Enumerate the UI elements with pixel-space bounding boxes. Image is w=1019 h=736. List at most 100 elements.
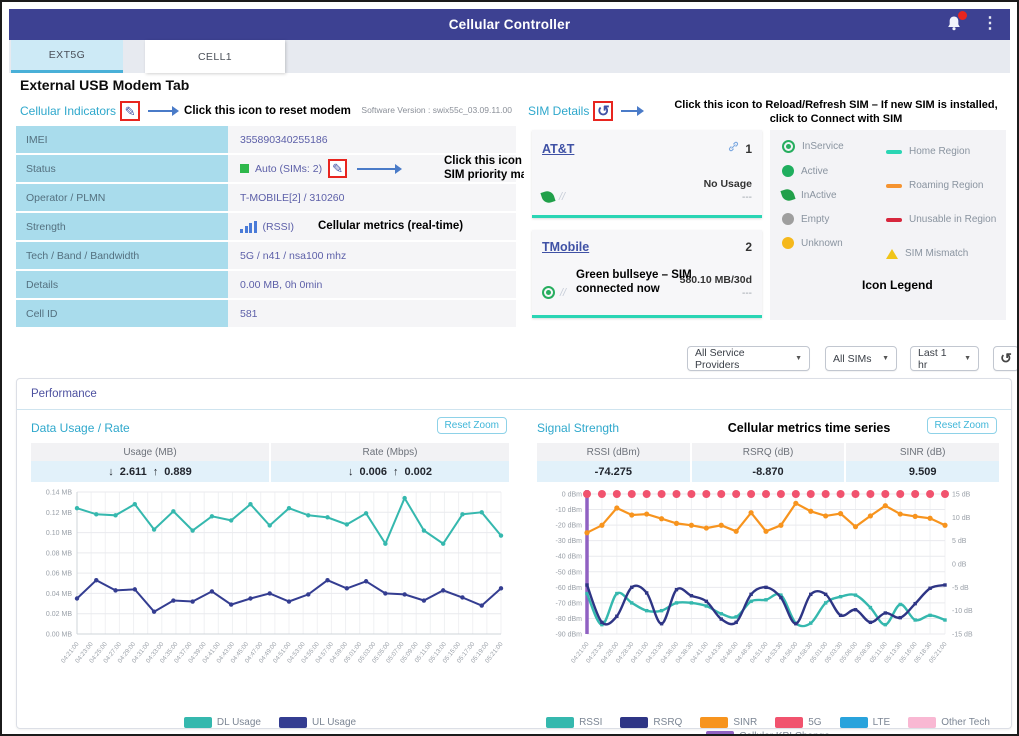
chart-legend-item: SINR [700, 717, 757, 728]
indicator-value: 0.00 MB, 0h 0min [228, 271, 516, 298]
filter-bar: All Service Providers▼All SIMs▼Last 1 hr… [2, 346, 1017, 372]
chart-legend-item: UL Usage [279, 717, 356, 728]
tab-ext5g[interactable]: EXT5G [11, 40, 123, 73]
legend-item: Unknown [782, 237, 844, 249]
dropdown-value: All Service Providers [695, 347, 789, 371]
icon-legend-region-column: Home RegionRoaming RegionUnusable in Reg… [886, 146, 996, 282]
signal-chart-svg[interactable]: 04:21:0004:23:3004:26:0004:28:3004:31:00… [537, 484, 999, 712]
svg-text:0.04 MB: 0.04 MB [46, 591, 72, 598]
rate-column-header: Rate (Mbps) [271, 443, 509, 461]
usage-chart[interactable]: 04:21:0004:23:0004:25:0004:27:0004:29:00… [31, 484, 509, 717]
indicator-value: 5G / n41 / nsa100 mhz [228, 242, 516, 269]
filter-dropdown-1[interactable]: All SIMs▼ [825, 346, 897, 371]
up-arrow-icon: ↑ [393, 466, 399, 478]
legend-label: DL Usage [217, 717, 261, 728]
legend-swatch [706, 731, 734, 736]
software-version-value: swix55c_03.09.11.00 [433, 105, 512, 115]
icon-legend: InService Active InActive Empty Unknown Home… [770, 130, 1006, 320]
sim-provider-link[interactable]: TMobile [542, 240, 589, 254]
svg-text:-5 dB: -5 dB [952, 585, 969, 592]
chevron-down-icon: ▼ [964, 355, 971, 362]
pencil-icon: ✎ [332, 162, 343, 175]
legend-label: Active [801, 166, 828, 177]
sim-usage-secondary: --- [704, 192, 752, 203]
legend-swatch [184, 717, 212, 728]
signal-chart[interactable]: 04:21:0004:23:3004:26:0004:28:3004:31:00… [537, 484, 999, 717]
legend-label: RSRQ [653, 717, 682, 728]
indicator-row: IMEI355890340255186 [16, 126, 516, 153]
legend-item: Roaming Region [886, 180, 996, 191]
usage-chart-svg[interactable]: 04:21:0004:23:0004:25:0004:27:0004:29:00… [31, 484, 509, 712]
rssi-column-header: RSSI (dBm) [537, 443, 692, 461]
filter-dropdown-0[interactable]: All Service Providers▼ [687, 346, 810, 371]
inactive-leaf-icon [780, 187, 795, 202]
svg-text:0.14 MB: 0.14 MB [46, 490, 72, 497]
refresh-charts-button[interactable]: ↺ [993, 346, 1019, 371]
indicator-row: Details0.00 MB, 0h 0min [16, 271, 516, 298]
sim-slot-number: 2 [745, 240, 752, 254]
software-version-label: Software Version : [361, 105, 430, 115]
svg-text:-80 dBm: -80 dBm [556, 616, 583, 623]
chart-legend-item: RSRQ [620, 717, 682, 728]
sim-priority-pencil-icon[interactable]: ✎ [328, 159, 347, 178]
rssi-value: -74.275 [537, 461, 692, 482]
usage-summary-table: Usage (MB) Rate (Mbps) ↓2.611 ↑0.889 ↓0.… [31, 443, 509, 482]
app-window: Cellular Controller ⋮ EXT5G CELL1 Extern… [0, 0, 1019, 736]
svg-text:0.10 MB: 0.10 MB [46, 530, 72, 537]
chart-legend-item: LTE [840, 717, 891, 728]
rsrq-column-header: RSRQ (dB) [692, 443, 847, 461]
indicator-value-text: 0.00 MB, 0h 0min [240, 279, 322, 291]
cellular-indicators-title: Cellular Indicators [20, 104, 116, 118]
indicator-row: Operator / PLMNT-MOBILE[2] / 310260 [16, 184, 516, 211]
filter-dropdown-2[interactable]: Last 1 hr ▼ [910, 346, 979, 371]
annotation: Cellular metrics (real-time) [318, 220, 463, 234]
legend-item: InService [782, 140, 844, 153]
reset-zoom-button-usage[interactable]: Reset Zoom [437, 417, 507, 434]
performance-panel: Performance Data Usage / Rate Reset Zoom… [16, 378, 1012, 729]
region-line-icon [886, 184, 902, 188]
tab-cell1[interactable]: CELL1 [145, 40, 285, 73]
indicator-label: Cell ID [16, 300, 228, 327]
sim-slot-number: 1 [745, 142, 752, 156]
legend-label: Roaming Region [909, 180, 984, 191]
reload-sim-icon[interactable]: ↺ [593, 101, 613, 121]
legend-item: InActive [782, 189, 844, 201]
legend-label: Empty [801, 214, 829, 225]
rate-values: ↓0.006 ↑0.002 [271, 461, 509, 482]
svg-text:-10 dB: -10 dB [952, 608, 973, 615]
pencil-icon: ✎ [125, 105, 136, 118]
kebab-menu-icon[interactable]: ⋮ [982, 13, 998, 35]
legend-swatch [908, 717, 936, 728]
rate-upload: 0.002 [405, 466, 433, 478]
usage-download: 2.611 [120, 466, 147, 478]
svg-text:-40 dBm: -40 dBm [556, 554, 583, 561]
svg-text:-10 dBm: -10 dBm [556, 507, 583, 514]
tech-icon: // [560, 287, 566, 299]
divider [17, 409, 1011, 410]
indicator-value: 355890340255186 [228, 126, 516, 153]
sim-provider-link[interactable]: AT&T [542, 142, 574, 156]
usage-upload: 0.889 [164, 466, 192, 478]
indicator-label: Strength [16, 213, 228, 240]
legend-label: InService [802, 141, 844, 152]
annotation-line: click to Connect with SIM [650, 113, 1019, 127]
indicator-value: 581 [228, 300, 516, 327]
indicator-value-text: 355890340255186 [240, 134, 328, 146]
dropdown-value: Last 1 hr [918, 347, 958, 371]
legend-swatch [620, 717, 648, 728]
svg-text:-30 dBm: -30 dBm [556, 538, 583, 545]
active-icon [782, 165, 794, 177]
indicator-value-text: 5G / n41 / nsa100 mhz [240, 250, 346, 262]
indicator-row: Cell ID581 [16, 300, 516, 327]
indicator-value: T-MOBILE[2] / 310260 [228, 184, 516, 211]
sim-card-list: AT&T1//No Usage---TMobile2//580.10 MB/30… [532, 130, 762, 330]
svg-text:0 dB: 0 dB [952, 562, 967, 569]
signal-chart-legend-row2: Cellular KPI Change [537, 731, 999, 736]
reset-modem-pencil-icon[interactable]: ✎ [120, 101, 140, 121]
cellular-indicators-table: IMEI355890340255186StatusAuto (SIMs: 2)✎… [16, 126, 516, 327]
refresh-icon: ↺ [597, 104, 610, 119]
data-usage-section: Data Usage / Rate Reset Zoom Usage (MB) … [31, 417, 509, 728]
reset-zoom-button-signal[interactable]: Reset Zoom [927, 417, 997, 434]
notifications-bell-icon[interactable] [944, 14, 964, 34]
svg-text:-90 dBm: -90 dBm [556, 632, 583, 639]
